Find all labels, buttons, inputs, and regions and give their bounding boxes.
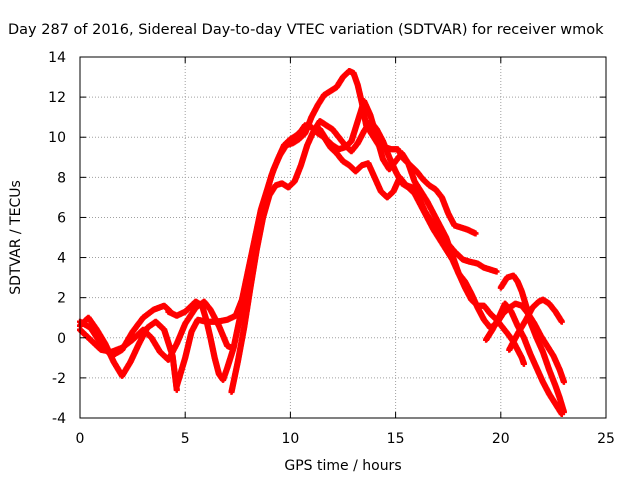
y-tick-label: 12 <box>48 90 66 106</box>
y-axis-label: SDTVAR / TECUs <box>8 180 24 295</box>
data-point <box>493 268 500 275</box>
x-tick-label: 15 <box>387 431 405 447</box>
y-tick-label: 6 <box>57 210 66 226</box>
ticks: 0 5 10 15 20 25 -4 -2 0 2 4 6 8 10 12 14 <box>48 50 615 447</box>
series-track-8 <box>497 272 567 415</box>
y-tick-label: 10 <box>48 130 66 146</box>
x-tick-label: 10 <box>281 431 299 447</box>
y-tick-label: 14 <box>48 50 66 66</box>
x-tick-label: 20 <box>492 431 510 447</box>
x-axis-label: GPS time / hours <box>284 458 401 474</box>
x-tick-label: 0 <box>76 431 85 447</box>
chart-title: Day 287 of 2016, Sidereal Day-to-day VTE… <box>8 22 604 38</box>
plot-frame <box>79 56 607 419</box>
y-tick-label: 2 <box>57 291 66 307</box>
y-tick-label: 4 <box>57 251 66 267</box>
y-tick-label: 8 <box>57 170 66 186</box>
x-tick-label: 25 <box>597 431 615 447</box>
data-layer <box>77 68 567 417</box>
data-point <box>472 230 479 237</box>
y-tick-label: -4 <box>52 411 66 427</box>
y-tick-label: -2 <box>52 371 66 387</box>
x-tick-label: 5 <box>181 431 190 447</box>
grid <box>80 57 606 418</box>
y-tick-label: 0 <box>57 331 66 347</box>
